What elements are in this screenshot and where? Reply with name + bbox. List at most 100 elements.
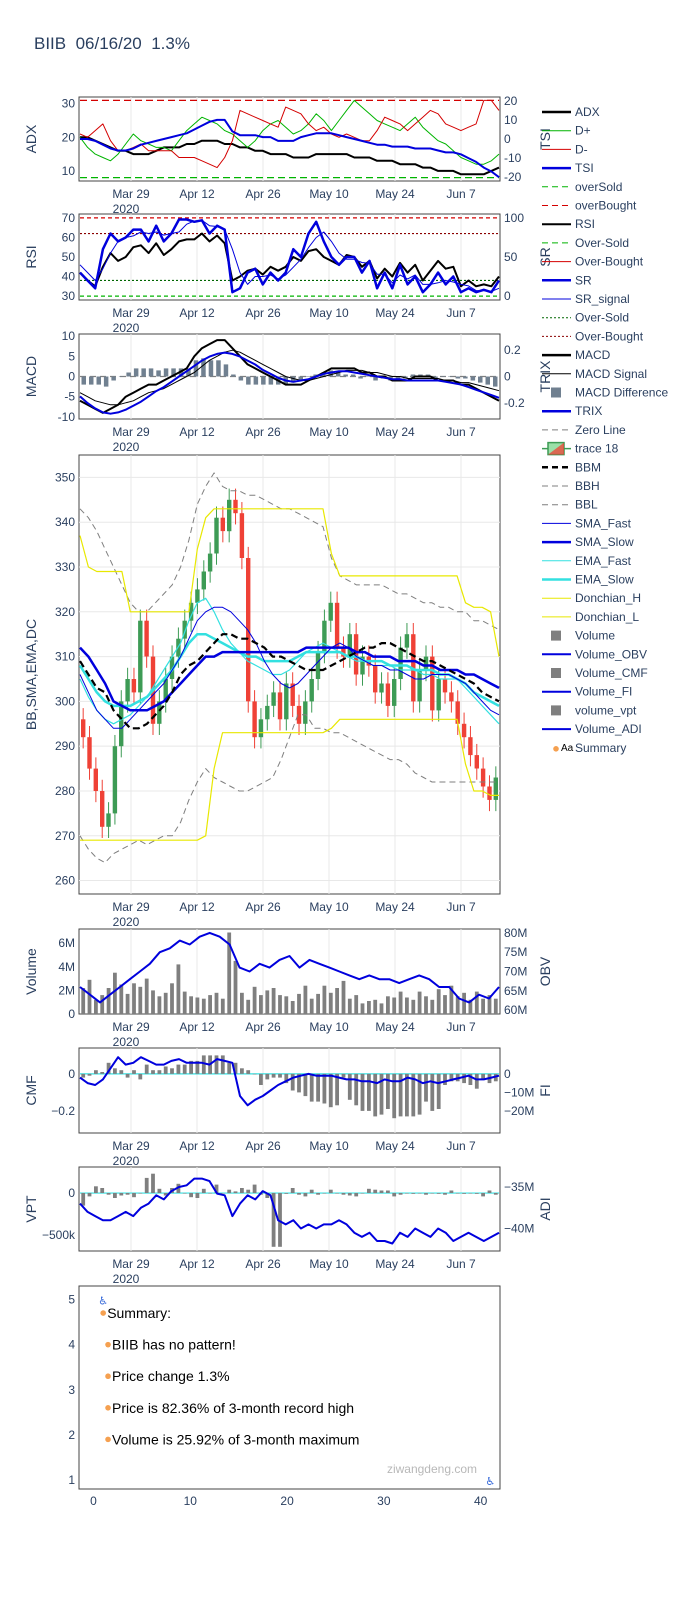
volume-bar-volume	[182, 991, 187, 1014]
cmf-bar-volume-cmf	[94, 1070, 98, 1074]
vpt-bar-volume-vpt	[341, 1193, 346, 1195]
legend-item-volume-adi-33: Volume_ADI	[542, 722, 642, 736]
cmf-bar-volume-cmf	[119, 1070, 124, 1074]
price-y-tick: 320	[55, 605, 75, 619]
adx-series-tsi	[80, 118, 500, 178]
cmf-bar-volume-cmf	[373, 1073, 378, 1117]
vpt-bar-volume-vpt	[379, 1190, 384, 1193]
cmf-bar-volume-cmf	[417, 1073, 422, 1115]
legend-item-oversold-4: overSold	[542, 180, 622, 194]
legend-label: Volume_FI	[575, 685, 632, 699]
price-series-donchian-l	[80, 718, 499, 841]
price-candle-body	[227, 499, 232, 532]
rsi-x-tick: May 10	[309, 306, 349, 320]
vpt-bar-volume-vpt	[322, 1193, 327, 1194]
legend: ADX D+ D- TSI overSold overBought RSI Over-Sold…	[542, 105, 668, 755]
vpt-bar-volume-vpt	[392, 1193, 397, 1197]
macd-y2-title: TRIX	[537, 360, 553, 393]
volume-bar-volume	[119, 984, 124, 1014]
volume-y2-tick: 60M	[504, 1003, 527, 1017]
cmf-bar-volume-cmf	[176, 1064, 181, 1074]
volume-y-tick: 6M	[58, 936, 75, 950]
rsi-x-tick: Mar 29	[112, 306, 150, 320]
volume-bar-volume	[379, 1003, 384, 1014]
cmf-bar-volume-cmf	[328, 1073, 333, 1108]
macd-bar-macd-difference	[298, 376, 303, 381]
legend-label: TRIX	[575, 404, 602, 418]
adx-x-tick: May 24	[375, 187, 415, 201]
macd-y-tick: -10	[58, 410, 76, 424]
volume-bar-volume	[163, 992, 168, 1015]
cmf-bar-volume-cmf	[151, 1070, 155, 1074]
volume-y2-tick: 75M	[504, 945, 527, 959]
cmf-bar-volume-cmf	[360, 1073, 365, 1111]
adx-y2-tick: 10	[504, 113, 518, 127]
adx-y2-title: TSI	[537, 128, 553, 150]
rsi-y2-title: SR	[537, 247, 553, 266]
legend-label: Volume_OBV	[575, 647, 647, 661]
price-x-tick: May 10	[309, 900, 349, 914]
volume-bar-volume	[208, 995, 212, 1014]
price-candle-body	[379, 683, 384, 693]
cmf-bar-volume-cmf	[227, 1062, 232, 1074]
volume-x-tick: May 24	[375, 1020, 415, 1034]
vpt-bar-volume-vpt	[449, 1190, 454, 1193]
adx-y2-tick: -20	[504, 170, 522, 184]
volume-bar-volume	[443, 995, 447, 1014]
vpt-bar-volume-vpt	[151, 1173, 155, 1193]
cmf-bar-volume-cmf	[468, 1073, 473, 1085]
vpt-bar-volume-vpt	[405, 1193, 409, 1194]
vpt-bar-volume-vpt	[468, 1193, 473, 1194]
legend-item-macd-13: MACD	[542, 348, 611, 362]
adx-x-year: 2020	[113, 202, 140, 216]
legend-swatch-glyph: Aa	[561, 743, 574, 754]
vpt-bar-volume-vpt	[455, 1193, 460, 1194]
price-y-tick: 280	[55, 784, 75, 798]
volume-bar-volume	[94, 999, 98, 1014]
legend-swatch	[551, 705, 561, 716]
volume-bar-volume	[487, 995, 492, 1014]
rsi-series-sr-signal	[79, 219, 500, 292]
price-candle-body	[360, 656, 365, 675]
price-candle-body	[442, 679, 448, 693]
volume-bar-volume	[252, 986, 257, 1014]
legend-item-volume-28: Volume	[551, 629, 615, 643]
volume-bar-volume	[132, 983, 136, 1014]
cmf-y-tick: −0.2	[51, 1104, 75, 1118]
volume-bar-volume	[278, 995, 282, 1014]
cmf-bar-volume-cmf	[132, 1070, 136, 1074]
macd-bar-macd-difference	[313, 374, 318, 377]
vpt-bar-volume-vpt	[132, 1193, 136, 1198]
vpt-bar-volume-vpt	[417, 1193, 422, 1194]
legend-label: EMA_Fast	[575, 554, 632, 568]
vpt-bar-volume-vpt	[493, 1193, 498, 1195]
cmf-bar-volume-cmf	[81, 1073, 86, 1078]
summary-point-text: Volume is 25.92% of 3-month maximum	[112, 1431, 359, 1447]
price-y-title: BB,SMA,EMA,DC	[23, 619, 39, 730]
volume-x-tick: Jun 7	[446, 1020, 476, 1034]
price-y-tick: 330	[55, 560, 75, 574]
cmf-x-tick: May 10	[309, 1139, 349, 1153]
volume-bar-volume	[144, 978, 149, 1014]
price-candle-body	[461, 723, 467, 738]
rsi-x-tick: May 24	[375, 306, 415, 320]
volume-x-year: 2020	[113, 1035, 140, 1049]
legend-label: Volume_CMF	[575, 666, 648, 680]
price-series-sma-slow	[79, 646, 500, 712]
legend-label: Zero Line	[575, 423, 626, 437]
volume-bar-volume	[259, 995, 263, 1014]
adx-y-title: ADX	[23, 124, 39, 153]
vpt-y2-tick: −40M	[504, 1222, 534, 1236]
price-candle-body	[277, 692, 283, 720]
summary-point-text: Summary:	[107, 1305, 171, 1321]
cmf-bar-volume-cmf	[259, 1073, 263, 1085]
vpt-y2-tick: −35M	[504, 1180, 534, 1194]
legend-label: trace 18	[575, 442, 619, 456]
cmf-bar-volume-cmf	[354, 1073, 359, 1106]
price-candle-body	[252, 701, 257, 738]
macd-bar-macd-difference	[493, 376, 498, 387]
price-candle-body	[455, 701, 460, 724]
summary-y-tick: 2	[68, 1428, 75, 1442]
price-candle-body	[271, 692, 276, 706]
rsi-y-tick: 50	[62, 250, 76, 264]
